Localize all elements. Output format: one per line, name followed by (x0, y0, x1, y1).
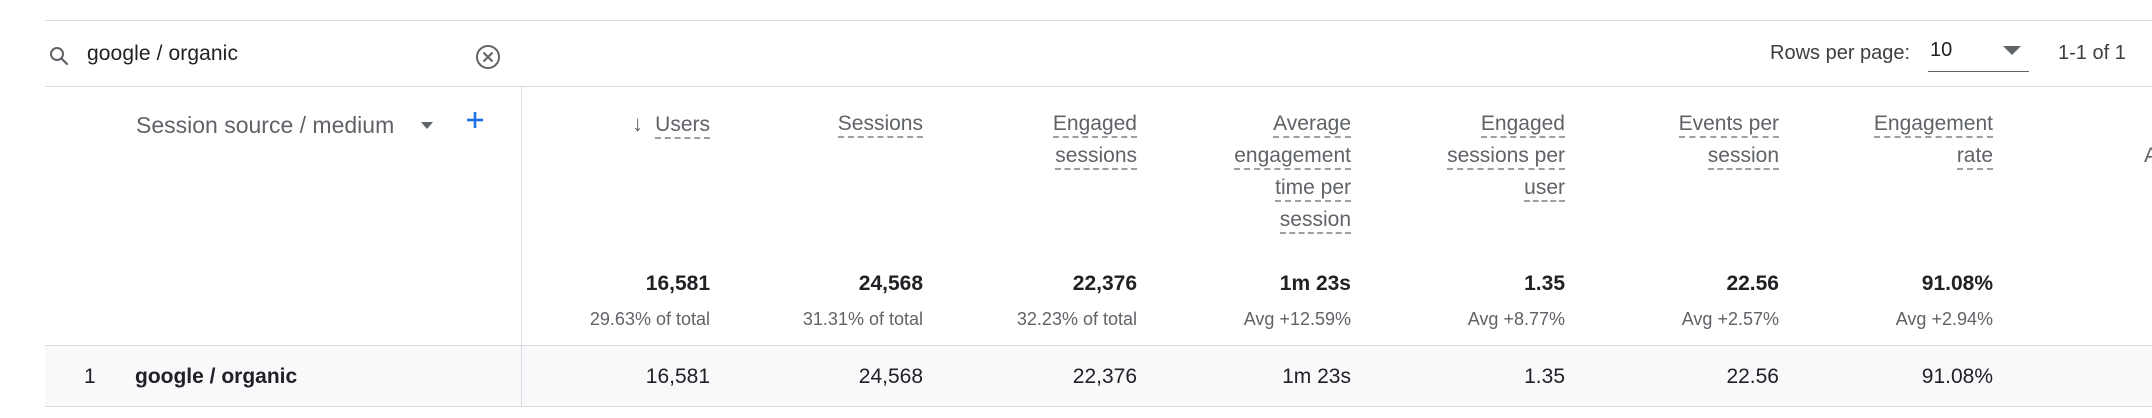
metric-header-line: Sessions (703, 108, 923, 140)
table-row[interactable] (45, 345, 2152, 407)
metric-header[interactable]: Events per session (1559, 108, 1779, 172)
metric-header-line: Even (1987, 108, 2152, 140)
row-metric-value: 22,376 (1072, 365, 1137, 388)
metric-header-line: sessions (917, 140, 1137, 172)
row-index: 1 (84, 365, 96, 388)
metric-total-comparison: Avg +8.77% (1467, 309, 1565, 329)
metric-total: 16,581 (645, 272, 710, 295)
metric-header-line: Events per (1559, 108, 1779, 140)
metric-total: 24,568 (858, 272, 923, 295)
metric-header-line: Engagement (1773, 108, 1993, 140)
metric-total: 1.35 (1524, 272, 1565, 295)
metric-header-line: Average (1131, 108, 1351, 140)
metric-header-text: sessions (1055, 144, 1137, 170)
row-dimension-value[interactable]: google / organic (135, 365, 298, 388)
dimension-dropdown-icon[interactable] (421, 122, 433, 129)
metric-header-text: Users (655, 113, 710, 139)
metric-header-text: Engaged (1480, 112, 1565, 138)
search-input[interactable]: google / organic (87, 42, 239, 65)
search-icon (50, 47, 69, 66)
dimension-column-divider (521, 87, 522, 407)
metric-total-comparison: 29.63% of total (589, 309, 710, 329)
metric-header-line: session (1559, 140, 1779, 172)
metric-header[interactable]: Sessions (703, 108, 923, 140)
rows-per-page-select[interactable]: 10 (1928, 34, 2029, 72)
metric-header-text: time per (1275, 176, 1351, 202)
metric-total-comparison: 32.1 (1987, 309, 2152, 330)
dropdown-arrow-icon (2003, 46, 2021, 55)
metric-header-line: All eve (1987, 140, 2152, 172)
metric-total-comparison: Avg +12.59% (1243, 309, 1351, 329)
metric-header-text: Events per (1678, 112, 1779, 138)
metric-total: 22.56 (1726, 272, 1779, 295)
row-metric-value: 1m 23s (1282, 365, 1351, 388)
metric-header[interactable]: Average engagement time per session (1131, 108, 1351, 236)
metric-header[interactable]: Even All eve (1987, 108, 2152, 172)
metric-header[interactable]: Engaged sessions per user (1345, 108, 1565, 204)
add-dimension-icon[interactable] (463, 108, 487, 132)
rows-per-page-label: Rows per page: (1770, 42, 1911, 64)
metric-total-comparison: 31.31% of total (802, 309, 923, 329)
header-divider (45, 86, 2152, 87)
top-divider (45, 20, 2152, 21)
pagination-range: 1-1 of 1 (2058, 42, 2126, 64)
metric-total-comparison: Avg +2.57% (1681, 309, 1779, 329)
row-metric-value: 1.35 (1524, 365, 1565, 388)
rows-per-page-value: 10 (1930, 39, 1953, 61)
search-bar[interactable]: google / organic (45, 32, 505, 80)
row-metric-value: 16,581 (645, 365, 710, 388)
metric-header-text: Engagement (1873, 112, 1993, 138)
metric-total: 91.08% (1921, 272, 1993, 295)
metric-header-text: engagement (1234, 144, 1351, 170)
metric-header-text: user (1524, 176, 1565, 202)
metric-header-line: sessions per (1345, 140, 1565, 172)
metric-header-line: Engaged (1345, 108, 1565, 140)
metric-header-text: Sessions (837, 112, 923, 138)
row-metric-value: 24,568 (858, 365, 923, 388)
metric-header-text: sessions per (1447, 144, 1565, 170)
sort-descending-icon[interactable]: ↓ (632, 111, 644, 136)
metric-header-line: engagement (1131, 140, 1351, 172)
dimension-header[interactable]: Session source / medium (136, 112, 395, 138)
metric-header-text: Average (1273, 112, 1351, 138)
metric-header-text: rate (1956, 144, 1993, 170)
metric-header[interactable]: ↓ Users (490, 108, 710, 141)
metric-total: 22,376 (1072, 272, 1137, 295)
metric-header-line: user (1345, 172, 1565, 204)
metric-header-line: rate (1773, 140, 1993, 172)
metric-header-line: session (1131, 204, 1351, 236)
metric-total: 1m 23s (1279, 272, 1351, 295)
metric-header-text: All eve (2143, 144, 2152, 167)
metric-header-text: Engaged (1052, 112, 1137, 138)
metric-header[interactable]: Engagement rate (1773, 108, 1993, 172)
metric-header-text: session (1279, 208, 1351, 234)
metric-header-line: Engaged (917, 108, 1137, 140)
row-metric-value: 22.56 (1726, 365, 1779, 388)
metric-total-comparison: Avg +2.94% (1895, 309, 1993, 329)
metric-header-line: ↓ Users (490, 108, 710, 141)
clear-search-icon[interactable] (474, 43, 502, 71)
row-metric-value: 91.08% (1921, 365, 1993, 388)
metric-total-comparison: 32.23% of total (1016, 309, 1137, 329)
metric-header[interactable]: Engaged sessions (917, 108, 1137, 172)
metric-header-line: time per (1131, 172, 1351, 204)
metric-header-text: session (1707, 144, 1779, 170)
